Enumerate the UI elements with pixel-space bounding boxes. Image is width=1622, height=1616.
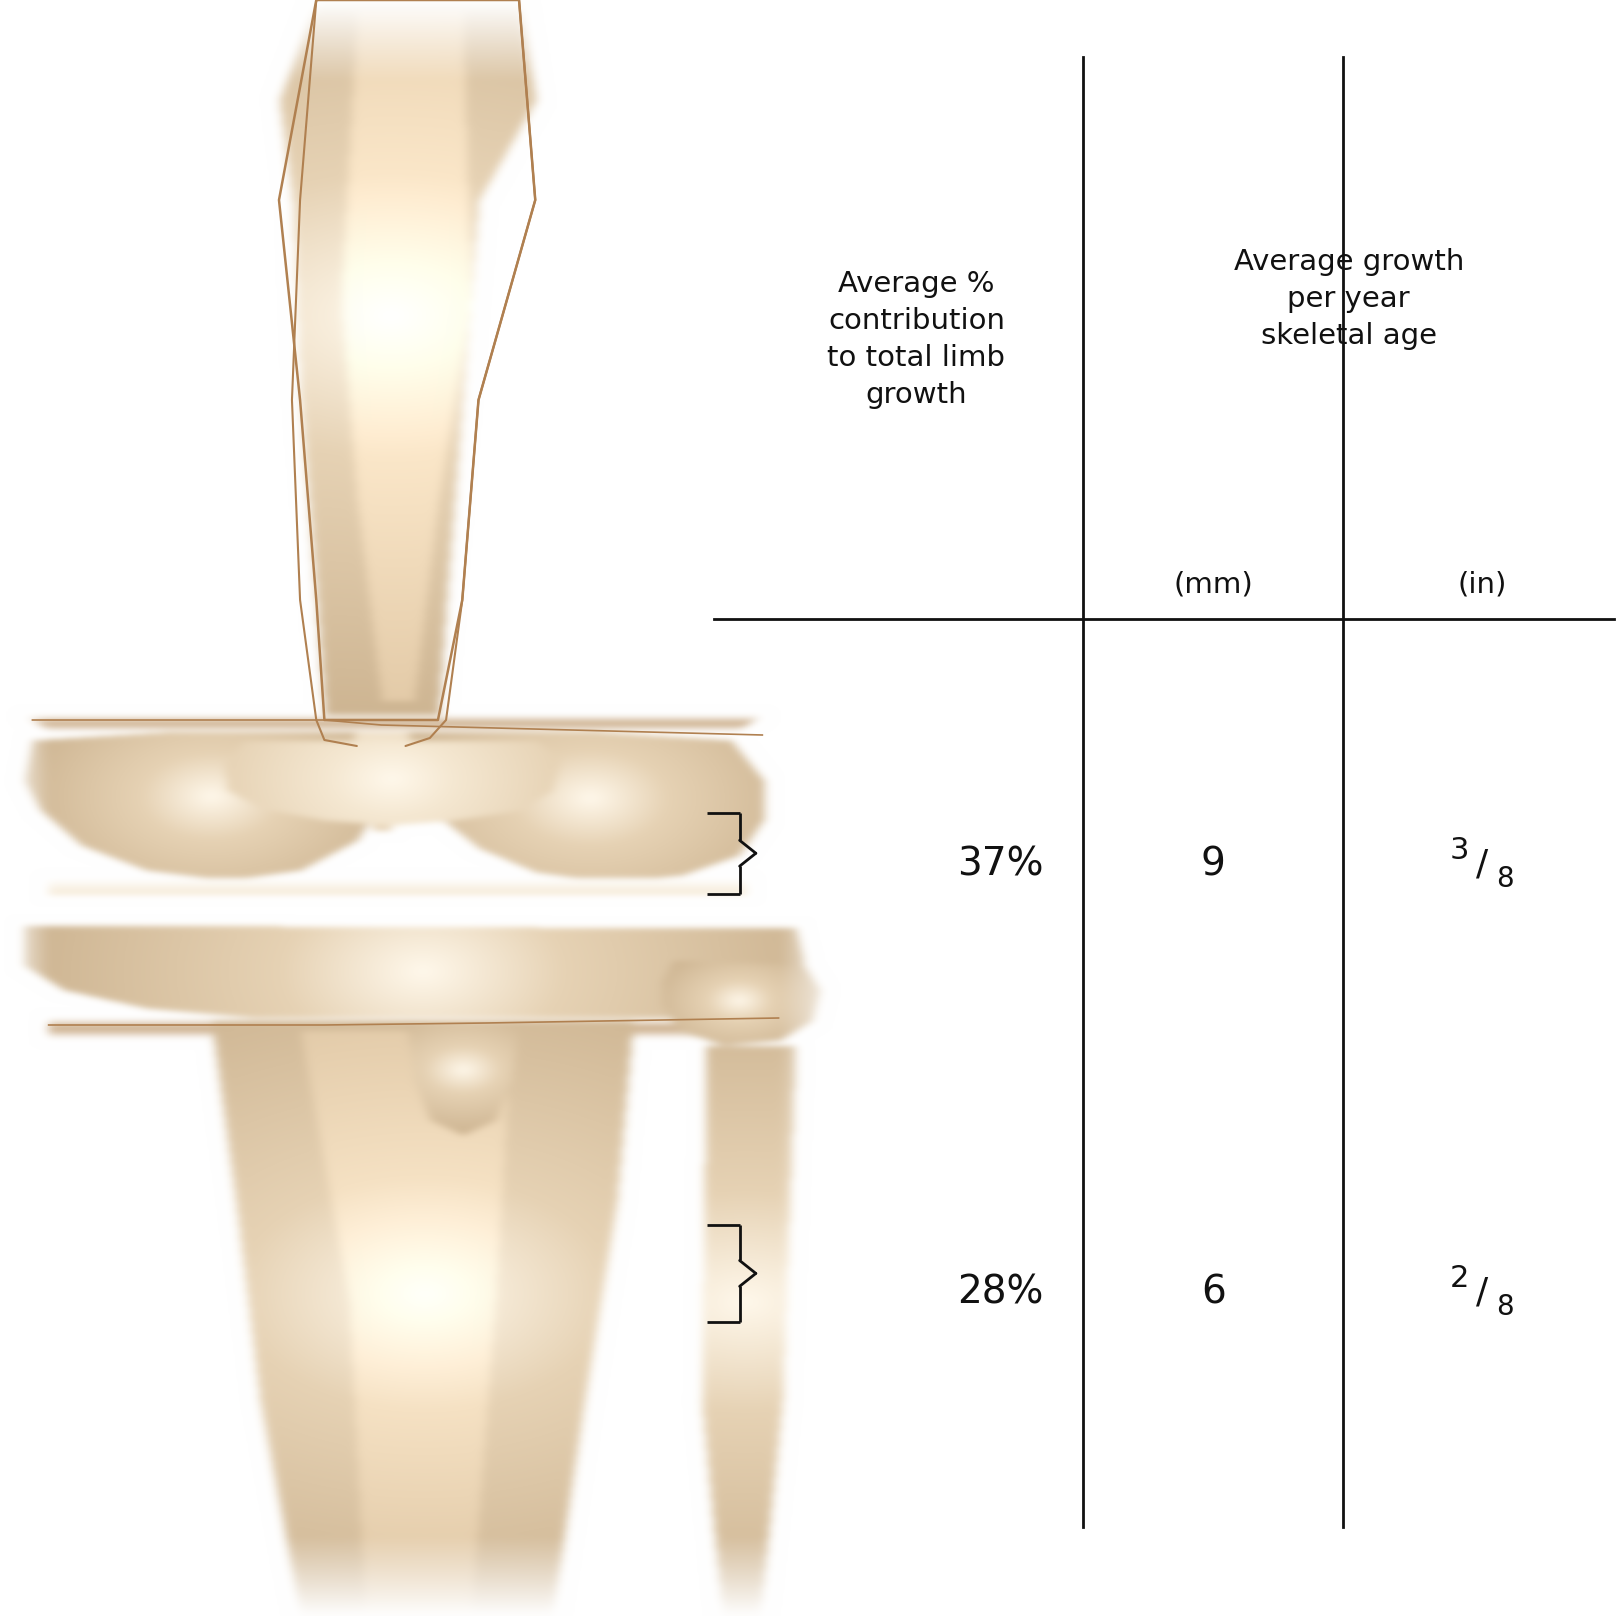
Text: (mm): (mm) — [1173, 570, 1254, 600]
Text: Average %
contribution
to total limb
growth: Average % contribution to total limb gro… — [827, 270, 1006, 409]
Text: 37%: 37% — [957, 845, 1043, 884]
Text: /: / — [1476, 847, 1489, 882]
Text: (in): (in) — [1458, 570, 1507, 600]
Text: 8: 8 — [1497, 1293, 1513, 1320]
Text: 9: 9 — [1200, 845, 1226, 884]
Text: 2: 2 — [1450, 1264, 1470, 1293]
Text: 28%: 28% — [957, 1273, 1043, 1312]
Text: 3: 3 — [1450, 835, 1470, 865]
Text: Average growth
per year
skeletal age: Average growth per year skeletal age — [1233, 249, 1465, 349]
Text: 8: 8 — [1497, 865, 1513, 892]
Text: 6: 6 — [1200, 1273, 1226, 1312]
Text: /: / — [1476, 1275, 1489, 1311]
